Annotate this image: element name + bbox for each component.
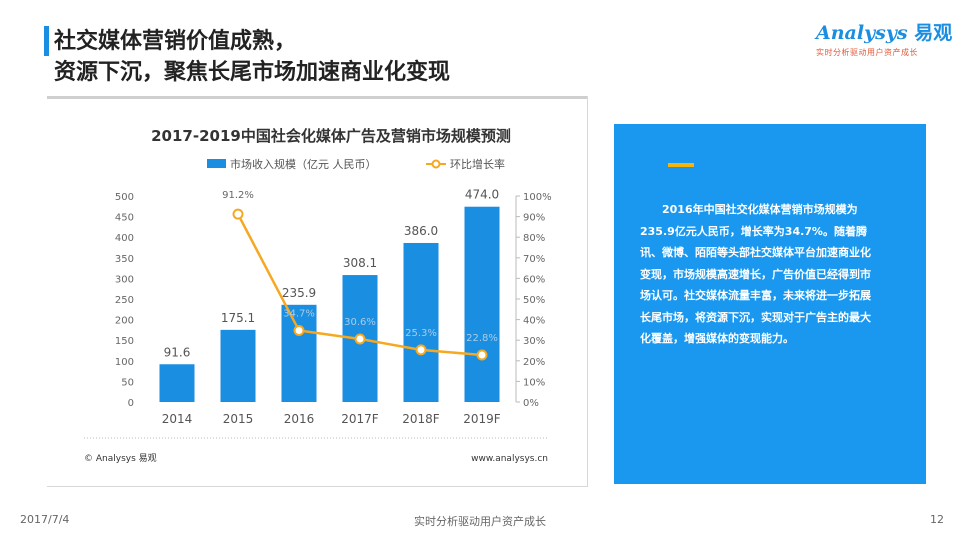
insight-text: 2016年中国社交化媒体营销市场规模为235.9亿元人民币，增长率为34.7%。… bbox=[640, 203, 871, 345]
right-axis-ticks: 0% 10% 20% 30% 40% 50% 60% 70% 80% 90% 100% bbox=[523, 192, 552, 409]
bar-value-labels: 91.6 175.1 235.9 308.1 386.0 474.0 bbox=[164, 188, 500, 360]
page-title-line1: 社交媒体营销价值成熟， bbox=[54, 29, 297, 54]
left-tick-label: 350 bbox=[115, 254, 134, 265]
right-tick-label: 40% bbox=[523, 316, 545, 327]
bar-value-label: 308.1 bbox=[343, 256, 377, 270]
growth-rate-label: 30.6% bbox=[344, 317, 376, 328]
logo-brand-cn: 易观 bbox=[914, 22, 953, 44]
right-tick-label: 100% bbox=[523, 192, 552, 203]
page-title-line2: 资源下沉，聚焦长尾市场加速商业化变现 bbox=[54, 60, 451, 85]
legend-bar-label: 市场收入规模（亿元 人民币） bbox=[230, 157, 377, 171]
right-tick-label: 30% bbox=[523, 336, 545, 347]
insight-panel bbox=[614, 124, 926, 484]
logo-brand: Analysys bbox=[816, 22, 908, 44]
chart-title: 2017-2019中国社会化媒体广告及营销市场规模预测 bbox=[151, 127, 511, 145]
chart-frame-right-border bbox=[587, 96, 588, 486]
title-accent-bar bbox=[44, 26, 49, 56]
left-tick-label: 450 bbox=[115, 213, 134, 224]
left-tick-label: 150 bbox=[115, 336, 134, 347]
right-tick-label: 20% bbox=[523, 357, 545, 368]
right-tick-label: 10% bbox=[523, 377, 545, 388]
bar bbox=[464, 206, 500, 402]
growth-rate-labels: 91.2% 34.7% 30.6% 25.3% 22.8% bbox=[222, 190, 498, 344]
category-label: 2014 bbox=[162, 412, 193, 426]
legend-line-marker bbox=[431, 159, 441, 169]
chart-website: www.analysys.cn bbox=[471, 454, 548, 464]
category-label: 2019F bbox=[463, 412, 501, 426]
category-labels: 2014 2015 2016 2017F 2018F 2019F bbox=[162, 412, 501, 426]
right-tick-label: 90% bbox=[523, 213, 545, 224]
growth-rate-marker bbox=[476, 349, 488, 361]
left-tick-label: 400 bbox=[115, 233, 134, 244]
left-tick-label: 300 bbox=[115, 274, 134, 285]
bar bbox=[281, 304, 317, 402]
bar bbox=[220, 329, 256, 402]
bar-value-label: 386.0 bbox=[404, 224, 438, 238]
left-tick-label: 100 bbox=[115, 357, 134, 368]
category-label: 2017F bbox=[341, 412, 379, 426]
panel-accent-dash bbox=[668, 163, 694, 167]
bar-value-label: 235.9 bbox=[282, 286, 316, 300]
bar-value-label: 175.1 bbox=[221, 311, 255, 325]
left-axis-ticks: 0 50 100 150 200 250 300 350 400 450 500 bbox=[115, 192, 134, 409]
right-tick-label: 70% bbox=[523, 254, 545, 265]
category-label: 2015 bbox=[223, 412, 254, 426]
growth-rate-marker bbox=[293, 325, 305, 337]
left-tick-label: 0 bbox=[128, 398, 134, 409]
bar bbox=[159, 364, 195, 402]
right-tick-label: 50% bbox=[523, 295, 545, 306]
legend-bar-swatch bbox=[207, 159, 226, 168]
category-label: 2016 bbox=[284, 412, 315, 426]
footer-slogan: 实时分析驱动用户资产成长 bbox=[414, 515, 546, 528]
chart-frame bbox=[47, 96, 587, 489]
chart-legend: 市场收入规模（亿元 人民币） 环比增长率 bbox=[207, 157, 505, 171]
growth-rate-label: 25.3% bbox=[405, 328, 437, 339]
page-number: 12 bbox=[930, 513, 944, 526]
right-axis-tickmarks bbox=[516, 195, 520, 403]
right-tick-label: 80% bbox=[523, 233, 545, 244]
bar bbox=[403, 242, 439, 402]
right-tick-label: 60% bbox=[523, 274, 545, 285]
growth-rate-marker bbox=[415, 344, 427, 356]
growth-rate-label: 22.8% bbox=[466, 333, 498, 344]
legend-line-label: 环比增长率 bbox=[450, 157, 505, 171]
growth-rate-label: 91.2% bbox=[222, 190, 254, 201]
footer-date: 2017/7/4 bbox=[20, 513, 70, 526]
bar-value-label: 91.6 bbox=[164, 345, 191, 359]
left-tick-label: 500 bbox=[115, 192, 134, 203]
left-tick-label: 50 bbox=[121, 377, 134, 388]
right-tick-label: 0% bbox=[523, 398, 539, 409]
page-title: 社交媒体营销价值成熟， 资源下沉，聚焦长尾市场加速商业化变现 bbox=[54, 26, 450, 88]
left-tick-label: 200 bbox=[115, 316, 134, 327]
growth-rate-marker bbox=[232, 208, 244, 220]
analysys-logo: Analysys 易观 实时分析驱动用户资产成长 bbox=[816, 18, 952, 58]
left-tick-label: 250 bbox=[115, 295, 134, 306]
bar-value-label: 474.0 bbox=[465, 188, 499, 202]
category-label: 2018F bbox=[402, 412, 440, 426]
logo-tagline: 实时分析驱动用户资产成长 bbox=[816, 48, 918, 57]
bars bbox=[159, 206, 500, 402]
growth-rate-label: 34.7% bbox=[283, 309, 315, 320]
chart-frame-bottom-border bbox=[47, 486, 588, 487]
chart-source: © Analysys 易观 bbox=[84, 453, 157, 464]
growth-rate-marker bbox=[354, 333, 366, 345]
growth-rate-markers bbox=[232, 208, 488, 361]
